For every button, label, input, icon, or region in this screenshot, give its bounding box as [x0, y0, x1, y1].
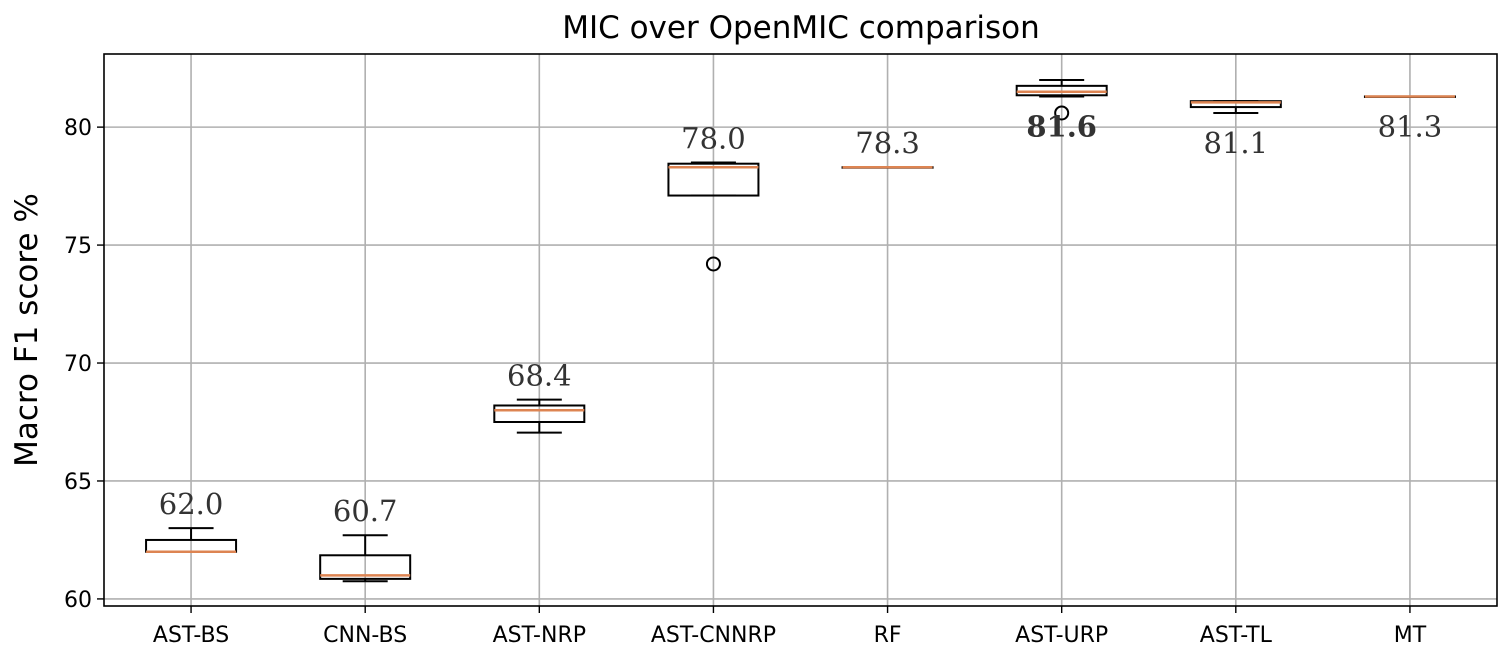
box-rf — [841, 165, 934, 169]
box-ast-tl — [1189, 100, 1282, 114]
value-label: 81.6 — [1026, 109, 1097, 143]
value-label: 78.0 — [681, 122, 746, 156]
y-tick-label: 60 — [64, 588, 92, 613]
box-ast-bs — [145, 527, 238, 553]
box-mt — [1363, 95, 1456, 98]
x-tick-label: CNN-BS — [323, 623, 407, 647]
value-label: 81.3 — [1378, 109, 1443, 143]
value-label: 78.3 — [855, 126, 920, 160]
box-ast-nrp — [493, 398, 586, 434]
y-tick-label: 80 — [64, 116, 92, 141]
value-label: 62.0 — [159, 487, 224, 521]
y-tick-label: 75 — [64, 234, 92, 259]
box-ast-urp — [1015, 78, 1108, 121]
outlier-point — [705, 256, 721, 272]
x-tick-label: AST-BS — [153, 623, 229, 647]
x-tick-label: AST-NRP — [493, 623, 586, 647]
x-tick-label: AST-URP — [1015, 623, 1108, 647]
iqr-box — [319, 554, 412, 580]
value-label: 81.1 — [1204, 126, 1269, 160]
axes: 60 65 70 75 80 AST-BS CNN-BS AST-NRP AST-CNNRP RF… — [64, 116, 1427, 647]
value-labels: 62.0 60.7 68.4 78.0 78.3 81.6 81.1 81.3 — [159, 109, 1442, 528]
box-ast-cnnrp — [667, 161, 760, 272]
box-plots — [145, 78, 1456, 583]
x-tick-label: AST-CNNRP — [651, 623, 776, 647]
value-label: 60.7 — [333, 494, 398, 528]
x-tick-label: RF — [874, 623, 902, 647]
outlier-point — [1054, 105, 1070, 121]
y-axis-label: Macro F1 score % — [9, 193, 45, 467]
chart-title: MIC over OpenMIC comparison — [562, 10, 1040, 46]
y-tick-label: 70 — [64, 352, 92, 377]
value-label: 68.4 — [507, 359, 572, 393]
iqr-box — [493, 404, 586, 424]
plot-frame — [103, 53, 1498, 607]
box-cnn-bs — [319, 534, 412, 583]
grid-lines — [104, 54, 1497, 606]
y-tick-label: 65 — [64, 470, 92, 495]
x-tick-label: MT — [1394, 623, 1427, 647]
x-tick-label: AST-TL — [1200, 623, 1273, 647]
iqr-box — [667, 162, 760, 197]
